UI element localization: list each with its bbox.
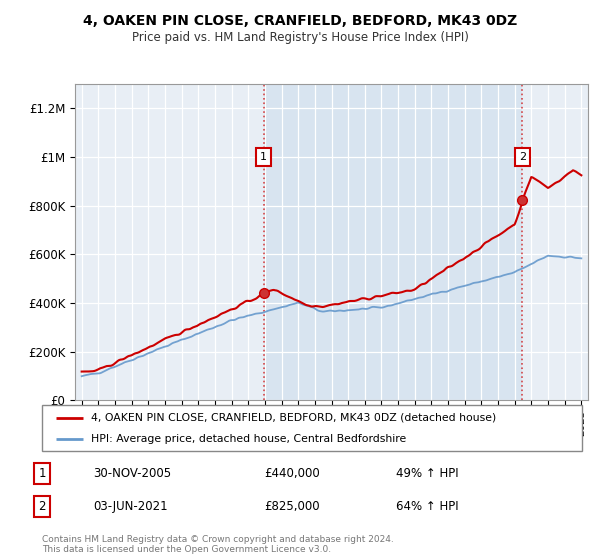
- Text: £440,000: £440,000: [264, 466, 320, 480]
- Text: 4, OAKEN PIN CLOSE, CRANFIELD, BEDFORD, MK43 0DZ: 4, OAKEN PIN CLOSE, CRANFIELD, BEDFORD, …: [83, 14, 517, 28]
- Text: 49% ↑ HPI: 49% ↑ HPI: [396, 466, 458, 480]
- Text: Price paid vs. HM Land Registry's House Price Index (HPI): Price paid vs. HM Land Registry's House …: [131, 31, 469, 44]
- Text: 4, OAKEN PIN CLOSE, CRANFIELD, BEDFORD, MK43 0DZ (detached house): 4, OAKEN PIN CLOSE, CRANFIELD, BEDFORD, …: [91, 413, 496, 423]
- Text: 1: 1: [38, 466, 46, 480]
- Text: 64% ↑ HPI: 64% ↑ HPI: [396, 500, 458, 514]
- Text: 1: 1: [260, 152, 267, 162]
- Text: HPI: Average price, detached house, Central Bedfordshire: HPI: Average price, detached house, Cent…: [91, 435, 406, 444]
- Text: £825,000: £825,000: [264, 500, 320, 514]
- Bar: [263, 84, 522, 400]
- Text: 30-NOV-2005: 30-NOV-2005: [93, 466, 171, 480]
- Text: 2: 2: [518, 152, 526, 162]
- Text: Contains HM Land Registry data © Crown copyright and database right 2024.
This d: Contains HM Land Registry data © Crown c…: [42, 535, 394, 554]
- Text: 2: 2: [38, 500, 46, 514]
- FancyBboxPatch shape: [42, 405, 582, 451]
- Text: 03-JUN-2021: 03-JUN-2021: [93, 500, 167, 514]
